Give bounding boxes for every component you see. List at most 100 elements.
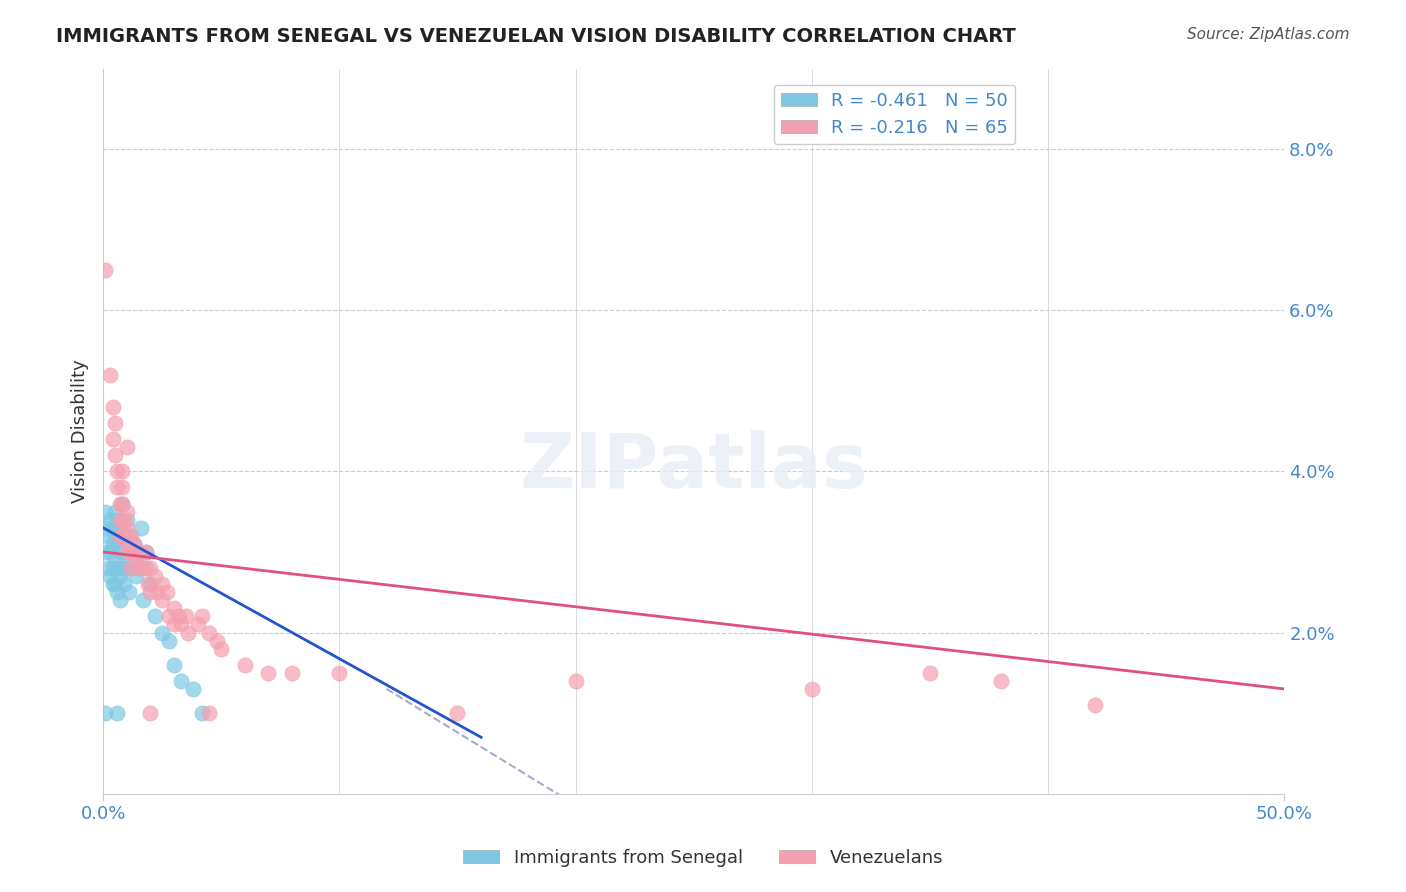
Point bbox=[115, 440, 138, 454]
Point bbox=[139, 561, 162, 575]
Point bbox=[111, 561, 134, 575]
Point bbox=[128, 545, 150, 559]
Point bbox=[150, 593, 173, 607]
Point bbox=[105, 481, 128, 495]
Point bbox=[163, 617, 186, 632]
Point bbox=[108, 497, 131, 511]
Point bbox=[1084, 698, 1107, 712]
Point bbox=[111, 481, 134, 495]
Point bbox=[328, 665, 350, 680]
Point bbox=[121, 561, 143, 575]
Point bbox=[111, 497, 134, 511]
Point bbox=[122, 545, 145, 559]
Point bbox=[209, 641, 232, 656]
Legend: Immigrants from Senegal, Venezuelans: Immigrants from Senegal, Venezuelans bbox=[456, 842, 950, 874]
Point bbox=[101, 521, 124, 535]
Point bbox=[136, 577, 159, 591]
Point bbox=[121, 553, 143, 567]
Point bbox=[101, 537, 124, 551]
Point bbox=[105, 706, 128, 720]
Point bbox=[156, 585, 179, 599]
Point bbox=[129, 521, 152, 535]
Text: ZIPatlas: ZIPatlas bbox=[519, 430, 868, 504]
Point bbox=[94, 505, 117, 519]
Point bbox=[105, 561, 128, 575]
Point bbox=[135, 545, 157, 559]
Point bbox=[108, 529, 131, 543]
Point bbox=[104, 529, 127, 543]
Point bbox=[918, 665, 941, 680]
Point bbox=[104, 416, 127, 430]
Point bbox=[446, 706, 468, 720]
Point bbox=[108, 569, 131, 583]
Point bbox=[198, 706, 221, 720]
Point bbox=[132, 593, 155, 607]
Point bbox=[167, 609, 190, 624]
Point bbox=[105, 537, 128, 551]
Point bbox=[101, 400, 124, 414]
Point bbox=[98, 545, 121, 559]
Point bbox=[139, 585, 162, 599]
Point bbox=[115, 537, 138, 551]
Point bbox=[112, 529, 135, 543]
Point bbox=[191, 609, 214, 624]
Point bbox=[143, 609, 166, 624]
Point bbox=[150, 625, 173, 640]
Point bbox=[94, 545, 117, 559]
Point bbox=[143, 569, 166, 583]
Point bbox=[105, 585, 128, 599]
Point bbox=[125, 569, 148, 583]
Point bbox=[97, 529, 120, 543]
Text: IMMIGRANTS FROM SENEGAL VS VENEZUELAN VISION DISABILITY CORRELATION CHART: IMMIGRANTS FROM SENEGAL VS VENEZUELAN VI… bbox=[56, 27, 1017, 45]
Point bbox=[115, 505, 138, 519]
Point bbox=[94, 706, 117, 720]
Point bbox=[174, 609, 197, 624]
Point bbox=[112, 545, 135, 559]
Point bbox=[98, 569, 121, 583]
Point bbox=[98, 368, 121, 382]
Point bbox=[170, 673, 193, 688]
Point bbox=[205, 633, 228, 648]
Point bbox=[111, 464, 134, 478]
Point bbox=[104, 448, 127, 462]
Point bbox=[108, 593, 131, 607]
Point bbox=[800, 681, 823, 696]
Point bbox=[108, 513, 131, 527]
Point bbox=[112, 513, 135, 527]
Point bbox=[170, 617, 193, 632]
Point bbox=[105, 464, 128, 478]
Point bbox=[129, 545, 152, 559]
Point bbox=[150, 577, 173, 591]
Point bbox=[94, 521, 117, 535]
Point bbox=[121, 529, 143, 543]
Point bbox=[97, 561, 120, 575]
Point bbox=[257, 665, 280, 680]
Point bbox=[990, 673, 1012, 688]
Point bbox=[111, 529, 134, 543]
Y-axis label: Vision Disability: Vision Disability bbox=[72, 359, 89, 503]
Point bbox=[139, 706, 162, 720]
Point bbox=[101, 432, 124, 446]
Point bbox=[187, 617, 209, 632]
Point bbox=[198, 625, 221, 640]
Point bbox=[125, 553, 148, 567]
Point bbox=[112, 577, 135, 591]
Point bbox=[146, 585, 169, 599]
Point bbox=[564, 673, 586, 688]
Legend: R = -0.461   N = 50, R = -0.216   N = 65: R = -0.461 N = 50, R = -0.216 N = 65 bbox=[773, 85, 1015, 145]
Point bbox=[118, 545, 141, 559]
Point bbox=[115, 513, 138, 527]
Point bbox=[135, 545, 157, 559]
Point bbox=[233, 657, 256, 672]
Point bbox=[128, 561, 150, 575]
Point bbox=[104, 505, 127, 519]
Point bbox=[115, 521, 138, 535]
Point bbox=[139, 577, 162, 591]
Point bbox=[108, 521, 131, 535]
Point bbox=[157, 609, 180, 624]
Point bbox=[115, 561, 138, 575]
Point bbox=[191, 706, 214, 720]
Point bbox=[122, 537, 145, 551]
Point bbox=[101, 561, 124, 575]
Point bbox=[181, 681, 204, 696]
